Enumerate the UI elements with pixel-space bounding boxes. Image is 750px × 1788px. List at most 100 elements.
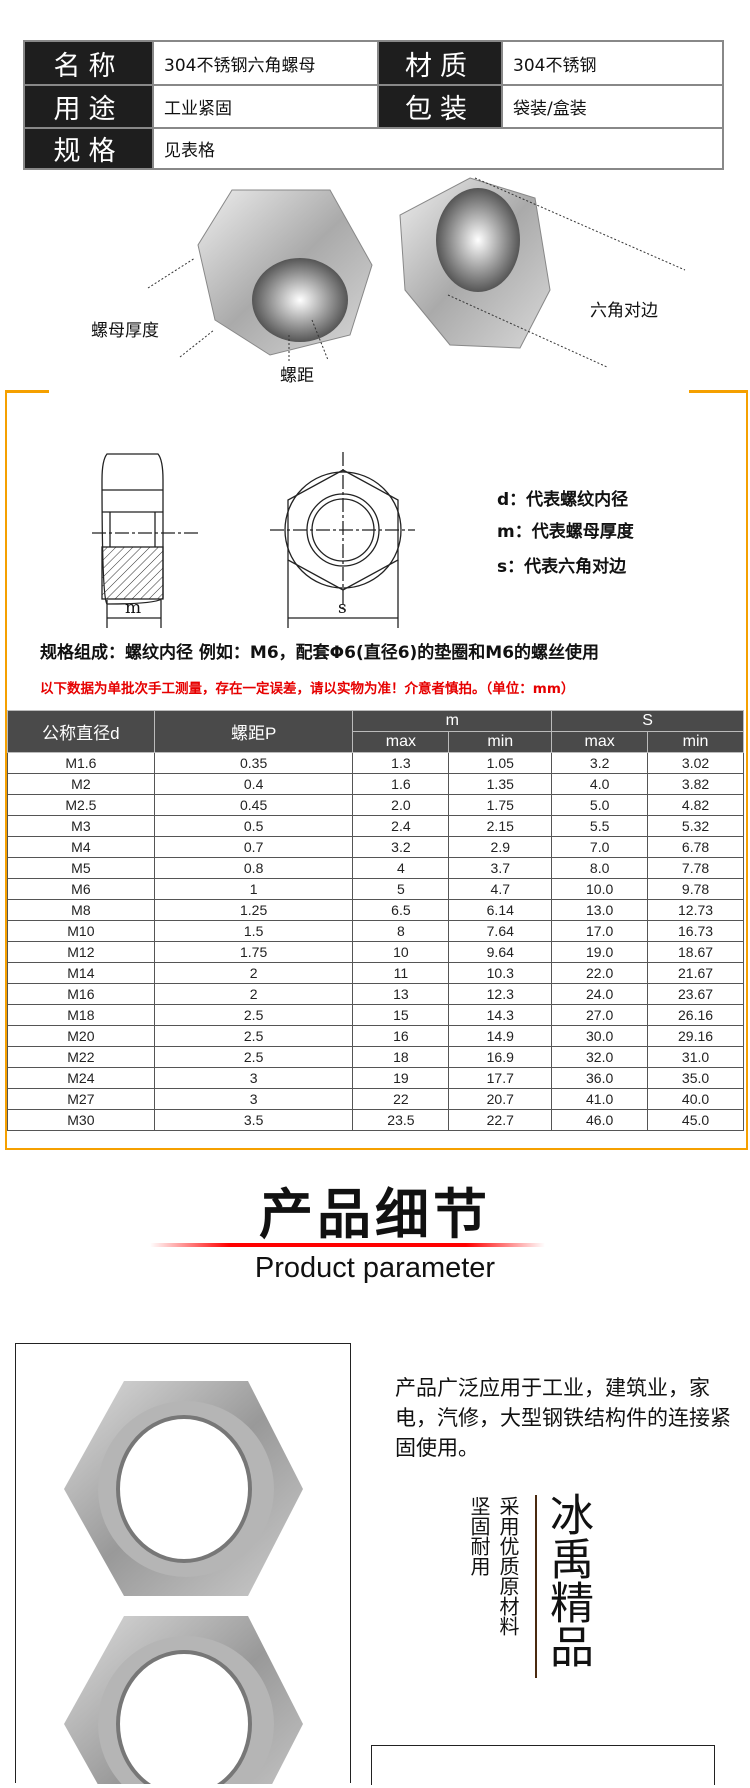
cell-m-max: 11: [352, 962, 450, 984]
cell-s-max: 27.0: [551, 1004, 649, 1026]
spec-label-material: 材质: [379, 42, 501, 84]
cell-m-max: 4: [352, 857, 450, 879]
cell-s-max: 7.0: [551, 836, 649, 858]
cell-diameter: M18: [7, 1004, 155, 1026]
cell-m-min: 6.14: [448, 899, 553, 921]
cell-s-min: 12.73: [647, 899, 744, 921]
spec-value-spec: 见表格: [154, 129, 722, 168]
table-row: M3 0.5 2.4 2.15 5.5 5.32: [7, 815, 744, 837]
cell-s-min: 3.82: [647, 773, 744, 795]
size-table: 公称直径d 螺距P m S max min max min M1.6 0.35 1.…: [7, 710, 744, 1131]
cell-diameter: M1.6: [7, 752, 155, 774]
brand-name: 冰禹精品: [542, 1492, 593, 1668]
cell-m-min: 2.15: [448, 815, 553, 837]
s-dimension-label: s: [338, 598, 347, 618]
cell-m-max: 8: [352, 920, 450, 942]
frame-corner-left: [5, 390, 49, 393]
header-s-min: min: [647, 731, 744, 753]
header-s: S: [551, 710, 744, 732]
header-m: m: [352, 710, 553, 732]
table-row: M16 2 13 12.3 24.0 23.67: [7, 983, 744, 1005]
spec-label-packaging: 包装: [379, 86, 501, 127]
cell-diameter: M2: [7, 773, 155, 795]
cell-s-max: 19.0: [551, 941, 649, 963]
cell-m-min: 3.7: [448, 857, 553, 879]
cell-m-min: 9.64: [448, 941, 553, 963]
cell-diameter: M30: [7, 1109, 155, 1131]
cell-pitch: 0.8: [153, 857, 354, 879]
cell-m-max: 23.5: [352, 1109, 450, 1131]
cell-m-min: 7.64: [448, 920, 553, 942]
table-row: M22 2.5 18 16.9 32.0 31.0: [7, 1046, 744, 1068]
cell-m-max: 10: [352, 941, 450, 963]
nut-front-images: [64, 1381, 303, 1788]
cell-m-max: 2.0: [352, 794, 450, 816]
cell-s-min: 3.02: [647, 752, 744, 774]
spec-value-usage: 工业紧固: [154, 86, 377, 127]
table-row: M30 3.5 23.5 22.7 46.0 45.0: [7, 1109, 744, 1131]
section-subtitle: Product parameter: [254, 1252, 496, 1284]
cell-s-min: 26.16: [647, 1004, 744, 1026]
spec-value-packaging: 袋装/盒装: [503, 86, 722, 127]
header-m-max: max: [352, 731, 450, 753]
brand-divider: [535, 1495, 537, 1678]
nut-front-image: [64, 1616, 303, 1788]
cell-diameter: M5: [7, 857, 155, 879]
cell-m-min: 14.9: [448, 1025, 553, 1047]
cell-diameter: M16: [7, 983, 155, 1005]
cell-s-min: 7.78: [647, 857, 744, 879]
table-row: M24 3 19 17.7 36.0 35.0: [7, 1067, 744, 1089]
cell-pitch: 0.4: [153, 773, 354, 795]
spec-label-usage: 用途: [25, 86, 152, 127]
cell-diameter: M4: [7, 836, 155, 858]
table-row: M1.6 0.35 1.3 1.05 3.2 3.02: [7, 752, 744, 774]
detail-image-box-2: [371, 1745, 715, 1785]
cell-m-max: 5: [352, 878, 450, 900]
spec-value-material: 304不锈钢: [503, 42, 722, 84]
cell-pitch: 2.5: [153, 1046, 354, 1068]
cell-m-min: 16.9: [448, 1046, 553, 1068]
header-diameter: 公称直径d: [7, 710, 155, 753]
cell-m-min: 17.7: [448, 1067, 553, 1089]
cell-s-min: 9.78: [647, 878, 744, 900]
dimension-frame: [5, 390, 748, 1150]
cell-m-max: 13: [352, 983, 450, 1005]
cell-pitch: 1: [153, 878, 354, 900]
cell-s-min: 40.0: [647, 1088, 744, 1110]
cell-m-max: 2.4: [352, 815, 450, 837]
cell-m-min: 10.3: [448, 962, 553, 984]
cell-s-min: 5.32: [647, 815, 744, 837]
spec-table: 名称 304不锈钢六角螺母 材质 304不锈钢 用途 工业紧固 包装 袋装/盒装…: [23, 40, 724, 170]
table-row: M2 0.4 1.6 1.35 4.0 3.82: [7, 773, 744, 795]
cell-pitch: 1.25: [153, 899, 354, 921]
cell-s-max: 17.0: [551, 920, 649, 942]
spec-value-name: 304不锈钢六角螺母: [154, 42, 377, 84]
dimension-drawing: [92, 452, 415, 628]
cell-pitch: 3: [153, 1088, 354, 1110]
frame-corner-right: [689, 390, 748, 393]
nut-side-image: [197, 189, 373, 356]
cell-s-max: 46.0: [551, 1109, 649, 1131]
legend-m: m：代表螺母厚度: [497, 522, 634, 542]
cell-pitch: 0.45: [153, 794, 354, 816]
legend-s: s：代表六角对边: [497, 557, 627, 577]
table-row: M14 2 11 10.3 22.0 21.67: [7, 962, 744, 984]
cell-m-max: 1.6: [352, 773, 450, 795]
cell-s-max: 4.0: [551, 773, 649, 795]
section-title: 产品细节: [259, 1183, 491, 1246]
cell-m-min: 1.35: [448, 773, 553, 795]
cell-s-min: 31.0: [647, 1046, 744, 1068]
cell-pitch: 2: [153, 962, 354, 984]
table-row: M4 0.7 3.2 2.9 7.0 6.78: [7, 836, 744, 858]
cell-diameter: M3: [7, 815, 155, 837]
cell-m-min: 22.7: [448, 1109, 553, 1131]
top-view: [270, 452, 415, 628]
cell-s-max: 30.0: [551, 1025, 649, 1047]
cell-s-max: 5.5: [551, 815, 649, 837]
cell-s-min: 29.16: [647, 1025, 744, 1047]
cell-pitch: 3.5: [153, 1109, 354, 1131]
nut-top-image: [399, 177, 551, 349]
cell-m-min: 20.7: [448, 1088, 553, 1110]
label-pitch: 螺距: [280, 366, 314, 386]
header-m-min: min: [448, 731, 553, 753]
